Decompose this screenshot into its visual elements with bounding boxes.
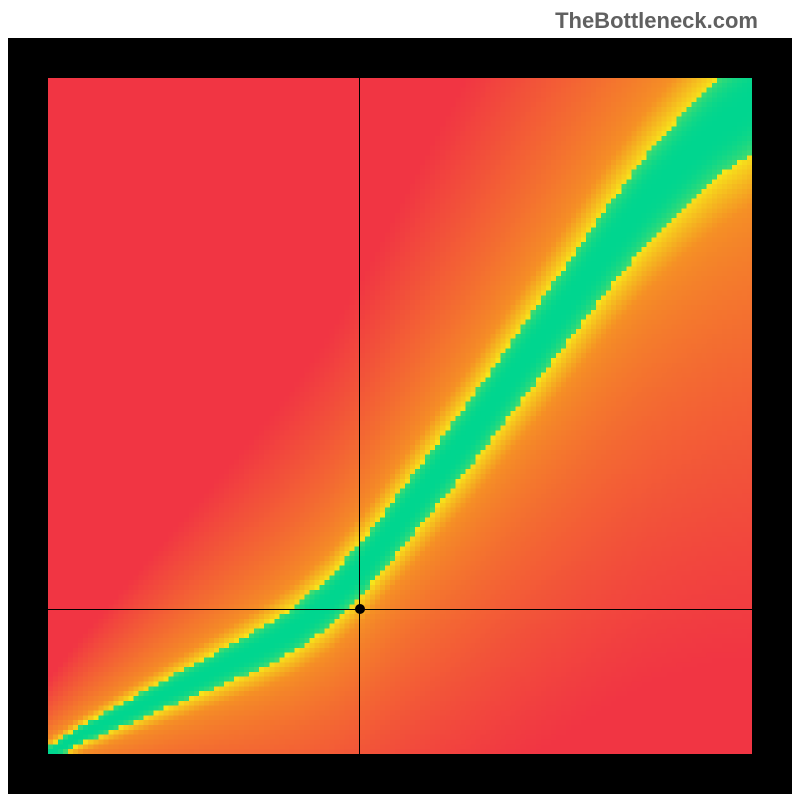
- plot-area: [48, 78, 752, 754]
- crosshair-marker: [355, 604, 365, 614]
- crosshair-horizontal: [48, 609, 752, 610]
- watermark-text: TheBottleneck.com: [555, 8, 758, 34]
- heatmap-canvas: [48, 78, 752, 754]
- outer-border: [8, 38, 792, 794]
- figure-container: TheBottleneck.com: [0, 0, 800, 800]
- crosshair-vertical: [359, 78, 360, 754]
